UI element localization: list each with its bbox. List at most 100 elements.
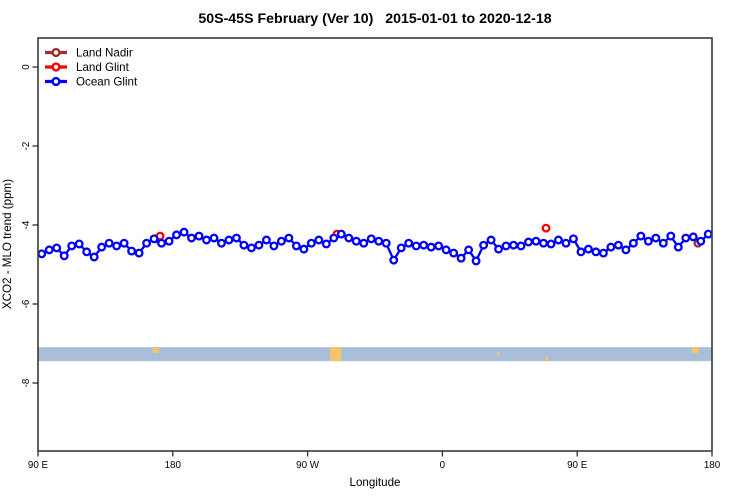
ocean-glint-point [157, 238, 167, 248]
ocean-glint-point [67, 241, 77, 251]
ocean-glint-point [127, 246, 137, 256]
ocean-glint-point [561, 238, 571, 248]
ocean-glint-point [456, 253, 466, 263]
ocean-glint-point [142, 238, 152, 248]
x-tick-label: 90 E [28, 460, 49, 471]
y-tick-label: 0 [21, 64, 32, 70]
ocean-glint-point [696, 236, 706, 246]
ocean-glint-point [44, 245, 54, 255]
ocean-glint-point [419, 240, 429, 250]
ocean-glint-point [239, 240, 249, 250]
ocean-glint-point [381, 238, 391, 248]
ocean-glint-point [643, 236, 653, 246]
ocean-glint-point [291, 241, 301, 251]
ocean-glint-point [703, 229, 713, 239]
y-tick-label: -4 [21, 220, 32, 229]
y-tick-label: -8 [21, 378, 32, 387]
ocean-glint-point [119, 238, 129, 248]
ocean-glint-point [314, 235, 324, 245]
surface-band-land-mark [691, 347, 699, 354]
ocean-glint-point [104, 238, 114, 248]
ocean-glint-point [261, 235, 271, 245]
ocean-glint-point [658, 238, 668, 248]
ocean-glint-point [531, 236, 541, 246]
ocean-glint-point [598, 248, 608, 258]
surface-band-land-mark [497, 352, 500, 356]
ocean-glint-point [209, 233, 219, 243]
ocean-glint-point [164, 236, 174, 246]
ocean-glint-point [37, 249, 47, 259]
ocean-glint-point [411, 241, 421, 251]
ocean-glint-point [516, 241, 526, 251]
ocean-glint-point [232, 233, 241, 243]
legend-label: Land Nadir [76, 47, 133, 60]
ocean-glint-point [112, 241, 122, 251]
legend-item-land-glint: Land Glint [45, 61, 130, 74]
ocean-glint-point [276, 236, 286, 246]
surface-band-layer [38, 347, 712, 362]
ocean-glint-point [52, 243, 62, 253]
y-tick-label: -6 [21, 299, 32, 308]
ocean-glint-point [666, 231, 676, 241]
ocean-glint-point [569, 234, 578, 244]
ocean-glint-point [396, 243, 406, 253]
ocean-glint-point [404, 238, 414, 248]
surface-band-ocean [38, 347, 712, 362]
ocean-glint-point [434, 241, 444, 251]
y-tick-label: -2 [21, 142, 32, 151]
x-tick-label: 0 [440, 460, 446, 471]
y-axis-title: XCO2 - MLO trend (ppm) [1, 179, 14, 309]
legend-label: Land Glint [76, 61, 130, 74]
ocean-glint-point [336, 229, 346, 239]
ocean-glint-point [246, 243, 256, 253]
ocean-glint-point [583, 244, 593, 254]
ocean-glint-point [134, 248, 144, 258]
ocean-glint-point [576, 247, 586, 257]
ocean-glint-point [194, 231, 204, 241]
ocean-glint-point [351, 236, 361, 246]
ocean-glint-point [613, 240, 623, 250]
ocean-glint-point [606, 242, 616, 252]
ocean-glint-point [509, 240, 518, 250]
ocean-glint-point [628, 238, 638, 248]
ocean-glint-point [59, 251, 69, 261]
ocean-glint-point [74, 239, 84, 249]
ocean-glint-point [344, 233, 354, 243]
legend-circle-marker [51, 62, 61, 72]
ocean-glint-point [688, 232, 698, 242]
ocean-glint-point [449, 248, 459, 258]
legend-item-land-nadir: Land Nadir [45, 47, 133, 60]
legend-circle-marker [51, 47, 61, 58]
ocean-glint-point [479, 240, 489, 250]
ocean-glint-point [97, 242, 107, 252]
ocean-glint-point [269, 241, 279, 251]
ocean-glint-point [202, 235, 211, 245]
legend-circle-marker [51, 76, 61, 87]
ocean-glint-point [389, 255, 399, 265]
legend: Land Nadir Land Glint Ocean Glint [45, 47, 138, 89]
x-tick-label: 180 [165, 460, 182, 471]
ocean-glint-point [306, 238, 316, 248]
surface-band-land-mark [330, 347, 342, 362]
x-axis-title: Longitude [350, 476, 401, 489]
legend-label: Ocean Glint [76, 76, 138, 89]
ocean-glint-point [224, 235, 234, 245]
ocean-glint-point [651, 233, 661, 243]
ocean-glint-point [524, 237, 533, 247]
ocean-glint-point [179, 227, 189, 237]
ocean-glint-point [501, 241, 511, 251]
chart-title: 50S-45S February (Ver 10) 2015-01-01 to … [198, 11, 551, 27]
plot-border [37, 37, 713, 452]
ocean-glint-point [366, 234, 376, 244]
ocean-glint-point [681, 233, 691, 243]
ocean-glint-point [591, 247, 601, 257]
land-glint-point [541, 223, 551, 233]
ocean-glint-point [217, 238, 226, 248]
ocean-glint-point [82, 247, 92, 257]
ocean-glint-point [464, 245, 474, 255]
ocean-glint-point [486, 235, 496, 245]
ocean-glint-point [539, 238, 548, 248]
ocean-glint-point [254, 240, 264, 250]
ocean-glint-point [172, 230, 181, 240]
